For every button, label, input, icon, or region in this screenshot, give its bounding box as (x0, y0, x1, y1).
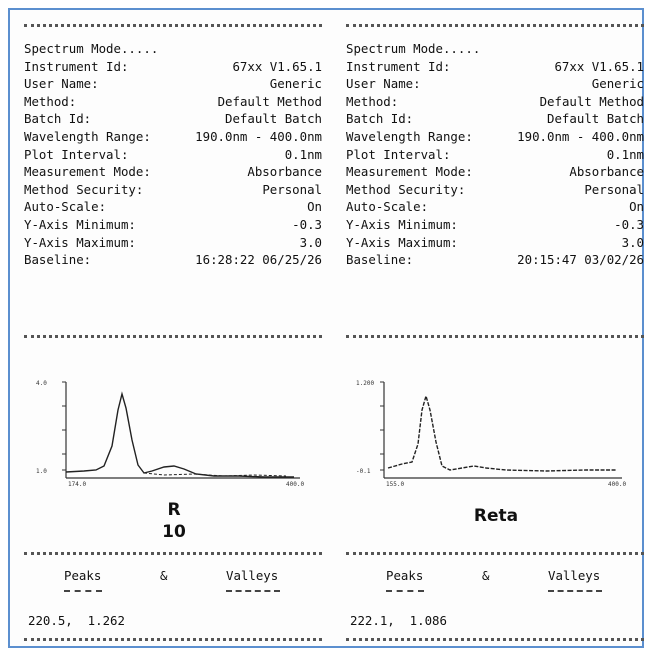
spectrum-plot: 1.200 -0.1 155.0 400.0 (356, 380, 626, 488)
svg-text:400.0: 400.0 (286, 481, 304, 488)
param-row: Baseline: 16:28:22 06/25/26 (24, 252, 322, 268)
printout-frame: Spectrum Mode..... Instrument Id: 67xx V1… (8, 8, 644, 648)
param-row: Spectrum Mode..... (24, 41, 159, 56)
param-row: Method: Default Method (346, 93, 644, 109)
param-row: Spectrum Mode..... (346, 41, 481, 56)
param-row: Y-Axis Maximum: 3.0 (24, 234, 322, 250)
param-row: Measurement Mode: Absorbance (24, 164, 322, 180)
svg-text:174.0: 174.0 (68, 481, 86, 488)
valleys-heading: Valleys (226, 568, 279, 583)
underline (226, 590, 280, 592)
separator (346, 24, 644, 27)
param-row: Y-Axis Minimum: -0.3 (24, 216, 322, 232)
ampersand: & (482, 568, 490, 583)
svg-text:400.0: 400.0 (608, 481, 626, 488)
svg-text:4.0: 4.0 (36, 380, 47, 387)
valleys-heading: Valleys (548, 568, 601, 583)
param-row: Auto-Scale: On (346, 199, 644, 215)
parameter-list: Spectrum Mode..... Instrument Id: 67xx V1… (346, 40, 644, 269)
param-row: Batch Id: Default Batch (346, 111, 644, 127)
svg-text:-0.1: -0.1 (356, 468, 371, 475)
peak-value: 220.5, 1.262 (28, 613, 125, 628)
spectrum-plot: 4.0 1.0 174.0 400.0 (36, 380, 304, 488)
svg-text:1.200: 1.200 (356, 380, 374, 387)
param-row: Y-Axis Minimum: -0.3 (346, 216, 644, 232)
peaks-heading: Peaks (64, 568, 102, 583)
separator (346, 335, 644, 338)
param-row: Method Security: Personal (24, 181, 322, 197)
underline (64, 590, 102, 592)
param-row: Plot Interval: 0.1nm (346, 146, 644, 162)
peak-value: 222.1, 1.086 (350, 613, 447, 628)
param-row: Method: Default Method (24, 93, 322, 109)
param-row: Y-Axis Maximum: 3.0 (346, 234, 644, 250)
param-row: User Name: Generic (346, 76, 644, 92)
separator (24, 552, 322, 555)
param-row: Batch Id: Default Batch (24, 111, 322, 127)
separator (346, 552, 644, 555)
param-row: Baseline: 20:15:47 03/02/26 (346, 252, 644, 268)
ampersand: & (160, 568, 168, 583)
param-row: Wavelength Range: 190.0nm - 400.0nm (24, 128, 322, 144)
sample-label: R (167, 500, 181, 520)
underline (386, 590, 424, 592)
param-row: Plot Interval: 0.1nm (24, 146, 322, 162)
param-row: Instrument Id: 67xx V1.65.1 (346, 58, 644, 74)
sample-label: Reta (473, 506, 519, 526)
separator (24, 335, 322, 338)
separator (24, 24, 322, 27)
underline (548, 590, 602, 592)
separator (24, 638, 322, 641)
svg-text:1.0: 1.0 (36, 468, 47, 475)
parameter-list: Spectrum Mode..... Instrument Id: 67xx V1… (24, 40, 322, 269)
param-row: Wavelength Range: 190.0nm - 400.0nm (346, 128, 644, 144)
param-row: Auto-Scale: On (24, 199, 322, 215)
param-row: Instrument Id: 67xx V1.65.1 (24, 58, 322, 74)
param-row: Measurement Mode: Absorbance (346, 164, 644, 180)
sample-label: 10 (162, 522, 186, 542)
param-row: Method Security: Personal (346, 181, 644, 197)
peaks-heading: Peaks (386, 568, 424, 583)
param-row: User Name: Generic (24, 76, 322, 92)
svg-text:155.0: 155.0 (386, 481, 404, 488)
separator (346, 638, 644, 641)
